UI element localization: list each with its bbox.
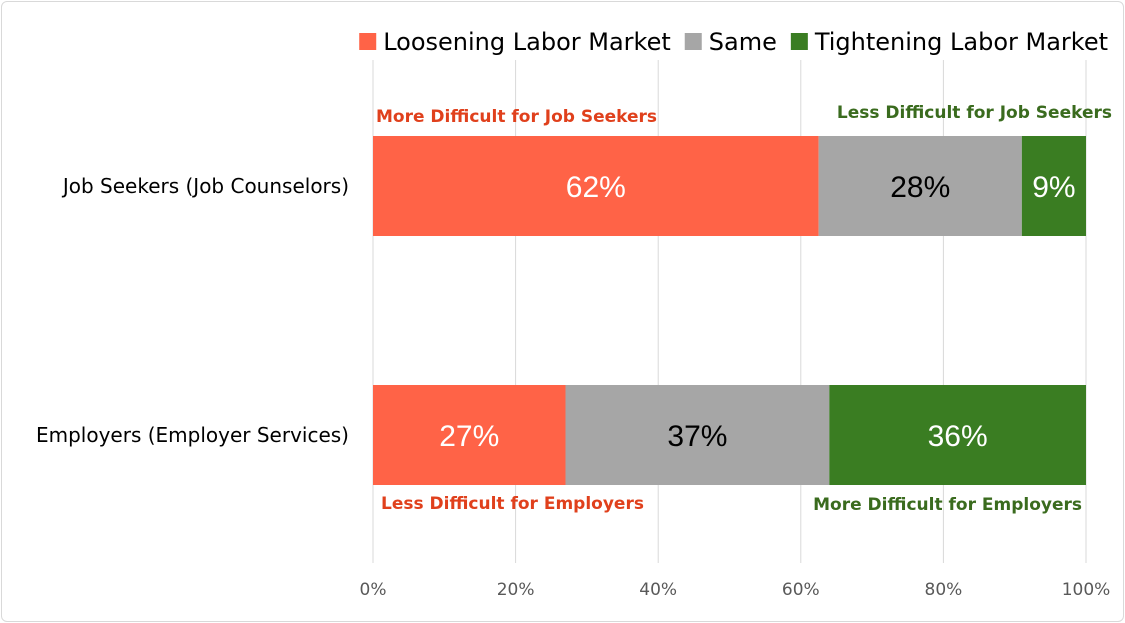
x-tick-label: 0%: [360, 580, 387, 600]
x-axis-ticks: 0% 20% 40% 60% 80% 100%: [360, 580, 1111, 600]
bar-same-2: [565, 385, 830, 485]
annotation-less-difficult-for-job-seekers: Less Difficult for Job Seekers: [837, 103, 1112, 123]
x-tick-label: 80%: [925, 580, 963, 600]
category-labels: Job Seekers (Job Counselors) Employers (E…: [36, 174, 349, 447]
category-label: Job Seekers (Job Counselors): [61, 174, 349, 198]
data-label: 37%: [667, 420, 727, 453]
legend: Loosening Labor Market Same Tightening Lab…: [359, 28, 1108, 56]
annotations: More Difficult for Job Seekers Less Diffi…: [376, 103, 1112, 515]
x-tick-label: 40%: [639, 580, 677, 600]
legend-swatch: [684, 33, 702, 50]
legend-label: Same: [709, 28, 777, 56]
annotation-more-difficult-for-employers: More Difficult for Employers: [813, 495, 1082, 515]
bar-tightening-labor-market-2: [829, 385, 1086, 485]
legend-swatch: [359, 33, 377, 50]
data-labels: 62% 28% 9% 27% 37% 36%: [439, 171, 1075, 453]
bar-tightening-labor-market-1: [1021, 136, 1086, 236]
data-label: 9%: [1032, 171, 1075, 204]
legend-item-loosening-labor-market: Loosening Labor Market: [359, 28, 671, 56]
bar-loosening-labor-market-1: [373, 136, 819, 236]
x-tick-label: 60%: [782, 580, 820, 600]
annotation-more-difficult-for-job-seekers: More Difficult for Job Seekers: [376, 107, 657, 127]
x-tick-label: 100%: [1062, 580, 1111, 600]
legend-item-same: Same: [684, 28, 777, 56]
data-label: 62%: [566, 171, 626, 204]
data-label: 36%: [928, 420, 988, 453]
legend-label: Loosening Labor Market: [383, 28, 671, 56]
legend-label: Tightening Labor Market: [814, 28, 1108, 56]
bar-same-1: [818, 136, 1022, 236]
bar-loosening-labor-market-2: [373, 385, 566, 485]
legend-swatch: [790, 33, 808, 50]
annotation-less-difficult-for-employers: Less Difficult for Employers: [381, 494, 644, 514]
bars: [373, 136, 1086, 485]
data-label: 27%: [439, 420, 499, 453]
data-label: 28%: [890, 171, 950, 204]
gridlines: [372, 60, 1087, 563]
category-label: Employers (Employer Services): [36, 423, 349, 447]
legend-item-tightening-labor-market: Tightening Labor Market: [790, 28, 1108, 56]
x-tick-label: 20%: [497, 580, 535, 600]
